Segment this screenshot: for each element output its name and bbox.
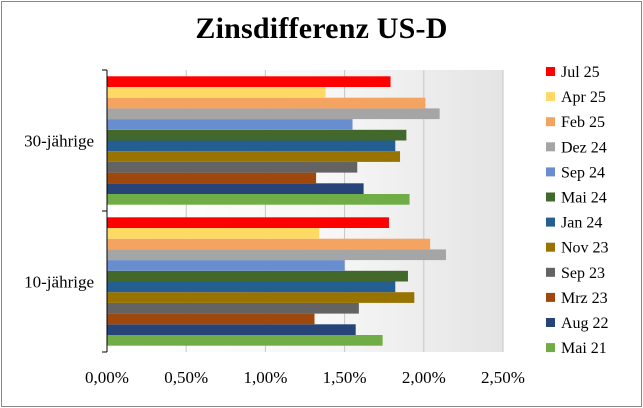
legend-label: Jul 25 bbox=[561, 64, 600, 81]
legend-label: Apr 25 bbox=[561, 89, 606, 106]
x-tick-label: 2,50% bbox=[481, 368, 525, 387]
bar bbox=[107, 194, 410, 205]
y-category-label: 30-jährige bbox=[24, 132, 94, 151]
legend-swatch bbox=[546, 92, 555, 102]
chart-title: Zinsdifferenz US-D bbox=[195, 12, 448, 45]
bar bbox=[107, 161, 358, 173]
bar bbox=[107, 238, 431, 250]
x-tick-label: 0,00% bbox=[85, 368, 129, 387]
bar bbox=[107, 313, 315, 325]
legend-label: Mai 24 bbox=[561, 190, 607, 207]
legend-label: Mrz 23 bbox=[561, 290, 608, 307]
bar bbox=[107, 260, 345, 271]
bar bbox=[107, 97, 426, 109]
legend: Jul 25 Apr 25 Feb 25 Dez 24 Sep 24 Mai 24 Jan … bbox=[546, 64, 609, 357]
bar bbox=[107, 76, 391, 87]
legend-swatch bbox=[546, 167, 555, 177]
x-tick-label: 1,50% bbox=[323, 368, 367, 387]
x-tick-label: 1,00% bbox=[243, 368, 287, 387]
legend-label: Sep 23 bbox=[561, 265, 605, 282]
legend-swatch bbox=[546, 117, 555, 127]
legend-swatch bbox=[546, 217, 555, 227]
legend-swatch bbox=[546, 318, 555, 327]
bar bbox=[107, 183, 364, 194]
bar bbox=[107, 87, 326, 98]
y-category-label: 10-jährige bbox=[24, 273, 94, 292]
x-tick-label: 0,50% bbox=[164, 368, 208, 387]
legend-swatch bbox=[546, 343, 555, 353]
bars bbox=[107, 76, 446, 346]
bar bbox=[107, 270, 408, 282]
axes: 0,00% 0,50% 1,00% 1,50% 2,00% 2,50% 10-jährige… bbox=[24, 69, 525, 387]
bar bbox=[107, 292, 415, 303]
legend-label: Sep 24 bbox=[561, 164, 605, 181]
legend-label: Nov 23 bbox=[561, 240, 609, 257]
bar bbox=[107, 140, 396, 152]
bar bbox=[107, 228, 320, 239]
legend-label: Feb 25 bbox=[561, 114, 605, 131]
bar bbox=[107, 129, 407, 141]
legend-label: Dez 24 bbox=[561, 139, 607, 156]
bar bbox=[107, 119, 353, 130]
bar bbox=[107, 217, 389, 228]
legend-label: Mai 21 bbox=[561, 340, 607, 357]
legend-swatch bbox=[546, 67, 555, 76]
bar bbox=[107, 108, 440, 120]
legend-swatch bbox=[546, 192, 555, 202]
x-tick-label: 2,00% bbox=[402, 368, 446, 387]
legend-label: Aug 22 bbox=[561, 315, 609, 332]
legend-label: Jan 24 bbox=[561, 215, 602, 232]
bar bbox=[107, 335, 383, 346]
bar bbox=[107, 151, 401, 162]
legend-swatch bbox=[546, 267, 555, 277]
bar bbox=[107, 324, 356, 335]
legend-swatch bbox=[546, 292, 555, 302]
legend-swatch bbox=[546, 142, 555, 152]
bar bbox=[107, 249, 446, 261]
bar bbox=[107, 302, 359, 314]
bar bbox=[107, 281, 396, 293]
legend-swatch bbox=[546, 242, 555, 252]
bar bbox=[107, 172, 317, 184]
